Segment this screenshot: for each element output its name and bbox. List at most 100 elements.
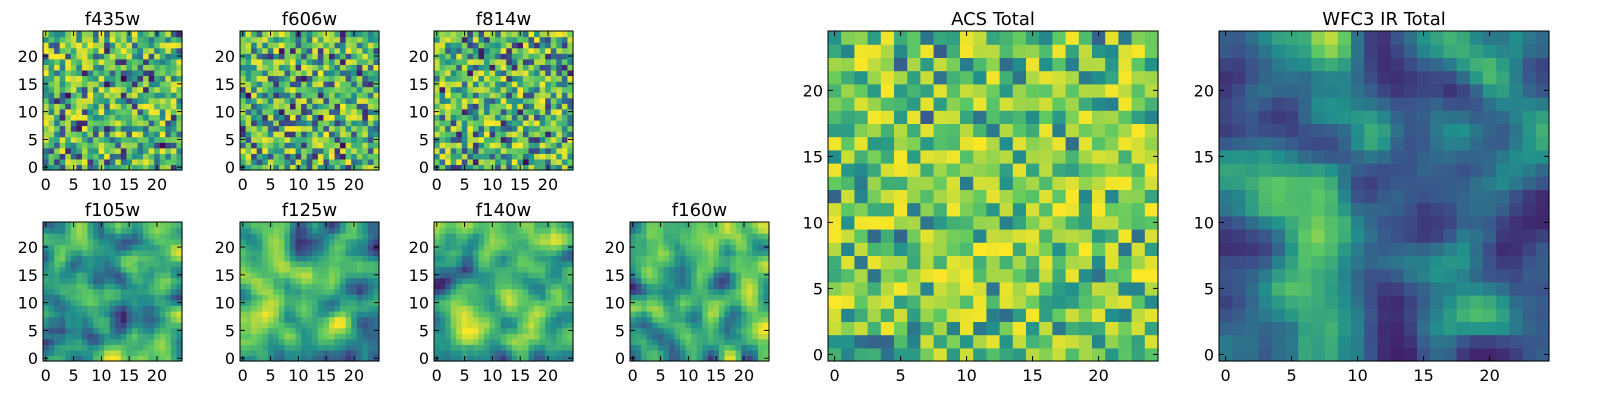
heatmap-cell: [290, 92, 297, 99]
heatmap-cell: [262, 238, 269, 245]
heatmap-cell: [240, 344, 247, 351]
heatmap-cell: [517, 147, 524, 154]
heatmap-cell: [81, 47, 89, 54]
heatmap-cell: [534, 233, 541, 240]
heatmap-cell: [262, 249, 269, 256]
heatmap-cell: [159, 75, 166, 82]
heatmap-cell: [306, 42, 313, 49]
heatmap-cell: [334, 288, 341, 295]
heatmap-cell: [933, 334, 948, 349]
heatmap-cell: [328, 327, 336, 334]
heatmap-cell: [48, 327, 55, 334]
heatmap-cell: [126, 288, 133, 295]
heatmap-cell: [143, 244, 150, 251]
heatmap-cell: [362, 260, 369, 268]
heatmap-cell: [828, 347, 842, 362]
heatmap-cell: [434, 131, 441, 138]
heatmap-cell: [517, 42, 524, 49]
heatmap-cell: [545, 58, 552, 65]
heatmap-cell: [267, 69, 274, 77]
heatmap-cell: [284, 288, 291, 295]
heatmap-cell: [445, 86, 452, 93]
heatmap-cell: [472, 244, 480, 251]
heatmap-cell: [284, 64, 291, 71]
heatmap-cell: [500, 294, 507, 301]
heatmap-cell: [301, 227, 308, 234]
heatmap-cell: [340, 288, 347, 295]
heatmap-cell: [137, 158, 144, 166]
heatmap-cell: [668, 277, 676, 284]
heatmap-cell: [461, 153, 468, 160]
heatmap-cell: [76, 283, 83, 290]
heatmap-cell: [262, 294, 269, 301]
heatmap-cell: [763, 305, 770, 312]
heatmap-cell: [115, 327, 122, 334]
heatmap-cell: [528, 277, 535, 284]
heatmap-cell: [545, 125, 552, 132]
heatmap-cell: [434, 97, 441, 104]
heatmap-cell: [528, 238, 535, 245]
heatmap-cell: [556, 86, 563, 93]
heatmap-cell: [148, 64, 155, 71]
heatmap-cell: [109, 222, 116, 229]
heatmap-cell: [752, 277, 759, 284]
heatmap-cell: [240, 42, 247, 49]
heatmap-cell: [511, 125, 518, 132]
heatmap-cell: [93, 327, 100, 334]
heatmap-cell: [680, 244, 687, 251]
heatmap-cell: [48, 81, 55, 88]
heatmap-cell: [567, 153, 574, 160]
heatmap-cell: [696, 316, 703, 323]
heatmap-cell: [495, 103, 502, 110]
heatmap-cell: [104, 92, 111, 99]
heatmap-cell: [93, 81, 100, 88]
heatmap-cell: [362, 142, 369, 149]
heatmap-cell: [517, 272, 524, 279]
heatmap-cell: [550, 125, 557, 132]
heatmap-cell: [93, 36, 100, 43]
heatmap-cell: [159, 305, 166, 312]
heatmap-cell: [511, 81, 518, 88]
heatmap-cell: [245, 153, 252, 160]
x-tick-label: 10: [482, 366, 502, 385]
heatmap-cell: [170, 97, 178, 104]
heatmap-cell: [539, 81, 546, 88]
heatmap-cell: [301, 31, 308, 38]
heatmap-cell: [165, 255, 172, 262]
heatmap-cell: [137, 75, 144, 82]
heatmap-cell: [245, 86, 252, 93]
heatmap-cell: [93, 255, 100, 262]
heatmap-cell: [522, 142, 530, 149]
heatmap-cell: [65, 277, 72, 284]
heatmap-cell: [434, 260, 441, 268]
heatmap-cell: [48, 310, 55, 318]
heatmap-cell: [556, 119, 563, 127]
heatmap-cell: [461, 131, 468, 138]
heatmap-cell: [170, 147, 178, 154]
heatmap-cell: [718, 266, 726, 273]
heatmap-cell: [880, 321, 895, 336]
heatmap-cell: [340, 125, 347, 132]
heatmap-cell: [54, 108, 61, 115]
heatmap-cell: [131, 299, 139, 306]
heatmap-cell: [54, 333, 61, 340]
heatmap-cell: [356, 305, 363, 312]
heatmap-cell: [143, 249, 150, 256]
y-tick-label: 20: [409, 238, 429, 257]
heatmap-cell: [702, 238, 709, 245]
heatmap-cell: [545, 142, 552, 149]
heatmap-cell: [290, 36, 297, 43]
heatmap-cell: [495, 47, 502, 54]
heatmap-cell: [87, 327, 94, 334]
heatmap-cell: [534, 108, 541, 115]
heatmap-cell: [867, 242, 882, 256]
heatmap-cell: [165, 69, 172, 77]
heatmap-cell: [76, 58, 83, 65]
heatmap-cell: [674, 255, 681, 262]
heatmap-cell: [148, 119, 155, 127]
heatmap-cell: [1052, 189, 1067, 204]
heatmap-cell: [707, 288, 714, 295]
heatmap-cell: [317, 305, 324, 312]
heatmap-cell: [176, 69, 183, 77]
heatmap-cell: [154, 327, 161, 334]
